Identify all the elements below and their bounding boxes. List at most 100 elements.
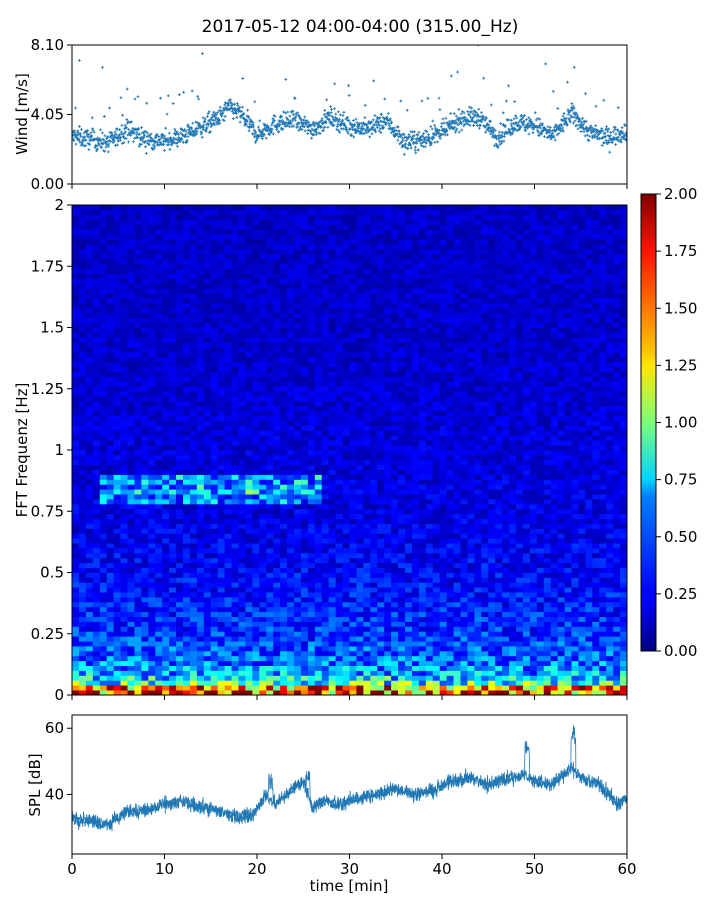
spectrogram-cell	[266, 548, 274, 554]
spectrogram-cell	[176, 249, 184, 255]
spectrogram-cell	[217, 454, 226, 461]
spectrogram-cell	[266, 474, 274, 480]
spectrogram-cell	[120, 528, 128, 534]
spectrogram-cell	[196, 606, 205, 613]
spectrogram-cell	[203, 631, 212, 637]
spectrogram-cell	[78, 646, 87, 652]
spectrogram-cell	[294, 665, 302, 671]
spectrogram-cell	[141, 538, 149, 544]
spectrogram-cell	[148, 646, 156, 652]
spectrogram-cell	[287, 499, 295, 505]
spectrogram-cell	[99, 631, 108, 637]
spectrogram-cell	[252, 655, 260, 662]
wind-point	[235, 112, 238, 115]
spectrogram-cell	[252, 219, 260, 225]
spectrogram-cell	[238, 474, 246, 480]
spectrogram-cell	[183, 503, 191, 510]
spectrogram-cell	[245, 352, 253, 358]
wind-point	[360, 124, 364, 128]
wind-point	[255, 137, 259, 140]
spectrogram-cell	[72, 249, 80, 255]
spectrogram-cell	[203, 209, 212, 216]
spectrogram-cell	[294, 445, 302, 451]
spectrogram-cell	[85, 420, 94, 426]
spectrogram-cell	[176, 685, 184, 691]
spectrogram-cell	[196, 567, 205, 573]
spectrogram-cell	[155, 494, 163, 500]
wind-point	[513, 127, 517, 131]
wind-peak-point	[476, 45, 480, 47]
spectrogram-cell	[72, 621, 80, 627]
spectrogram-cell	[127, 205, 135, 211]
spectrogram-cell	[78, 401, 87, 407]
wind-point	[407, 133, 411, 137]
wind-point	[149, 132, 153, 136]
spectrogram-cell	[273, 650, 281, 657]
spectrogram-cell	[259, 454, 267, 461]
spectrogram-cell	[176, 543, 184, 549]
spectrogram-cell	[141, 366, 149, 372]
spectrogram-cell	[231, 342, 239, 348]
spectrogram-cell	[189, 283, 198, 289]
spectrogram-cell	[203, 366, 212, 372]
spectrogram-cell	[273, 557, 281, 564]
spectrogram-cell	[252, 205, 260, 211]
spectrogram-cell	[148, 626, 156, 632]
spectrogram-cell	[217, 543, 226, 549]
spectrogram-cell	[92, 670, 101, 676]
spectrogram-cell	[238, 464, 246, 470]
spectrogram-cell	[252, 381, 260, 387]
wind-point	[362, 132, 366, 135]
spectrogram-cell	[238, 503, 246, 510]
wind-point	[101, 141, 105, 145]
spectrogram-cell	[141, 332, 149, 338]
spectrogram-cell	[259, 508, 267, 515]
wind-point	[129, 134, 133, 137]
spectrogram-cell	[183, 459, 191, 466]
spectrogram-cell	[273, 675, 281, 681]
spectrogram-cell	[141, 278, 149, 284]
spectrogram-cell	[196, 650, 205, 657]
wind-point	[76, 129, 80, 133]
wind-point	[291, 109, 295, 113]
spectrogram-cell	[259, 239, 267, 245]
spectrogram-cell	[203, 307, 212, 314]
spectrogram-cell	[294, 626, 302, 632]
spectrogram-cell	[162, 592, 170, 598]
spectrogram-cell	[99, 533, 108, 539]
spectrogram-cell	[162, 219, 170, 225]
spectrogram-cell	[162, 479, 170, 485]
spectrogram-cell	[176, 577, 184, 583]
spectrogram-cell	[273, 307, 281, 314]
wind-point	[404, 139, 408, 143]
spectrogram-cell	[113, 675, 121, 681]
spectrogram-cell	[203, 626, 212, 632]
spectrogram-cell	[127, 366, 135, 372]
spectrogram-cell	[238, 675, 246, 681]
spectrogram-cell	[287, 396, 295, 402]
spectrogram-cell	[85, 616, 94, 622]
wind-point	[266, 125, 270, 129]
spectrogram-cell	[287, 626, 295, 632]
spectrogram-cell	[85, 401, 94, 407]
spectrogram-cell	[252, 361, 260, 368]
wind-point	[616, 106, 620, 110]
spectrogram-cell	[280, 278, 288, 284]
spectrogram-cell	[266, 263, 274, 270]
spectrogram-cell	[259, 660, 267, 666]
spectrogram-cell	[92, 631, 101, 637]
spectrogram-cell	[245, 303, 253, 309]
spectrogram-cell	[203, 435, 212, 441]
spectrogram-cell	[120, 690, 128, 695]
spectrogram-cell	[238, 307, 246, 314]
spectrogram-cell	[72, 641, 80, 647]
spectrogram-cell	[169, 587, 177, 593]
spectrogram-cell	[162, 209, 170, 216]
spectrogram-cell	[99, 518, 108, 524]
spectrogram-cell	[134, 690, 142, 695]
spectrogram-cell	[141, 322, 149, 328]
spectrogram-cell	[294, 376, 302, 382]
wind-point	[490, 126, 494, 130]
wind-point	[228, 98, 232, 102]
spectrogram-cell	[224, 528, 232, 534]
